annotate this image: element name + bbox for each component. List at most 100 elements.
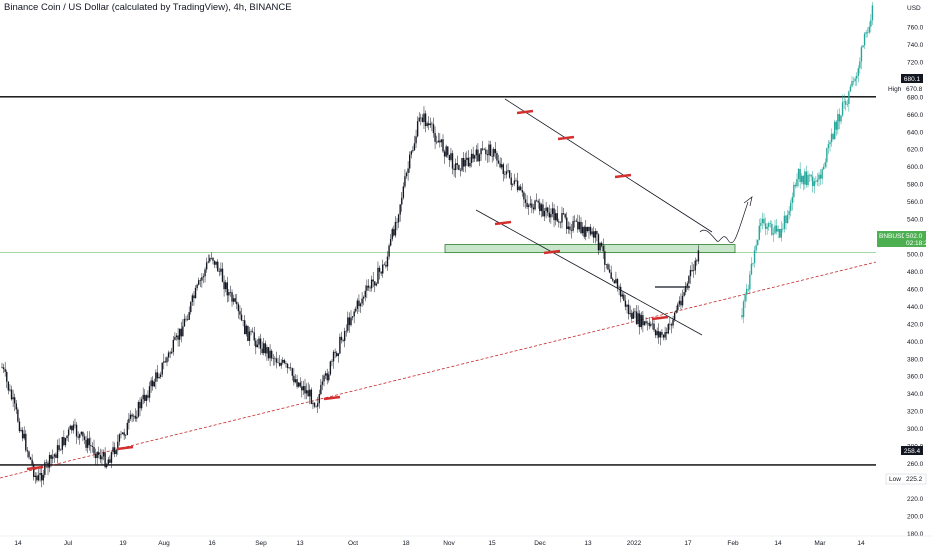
candle-body	[282, 359, 284, 363]
candle-body	[502, 164, 504, 174]
y-tick-label: 340.0	[907, 391, 924, 398]
time-axis[interactable]: 14 Jul 19 Aug 16 Sep 13 Oct 18 Nov 15 Dec 13 2022 17 Fe…	[0, 535, 932, 547]
candle-body	[493, 149, 495, 157]
candle-body	[415, 136, 417, 144]
candle-body	[597, 234, 600, 251]
candle-body	[229, 292, 232, 293]
candle-body	[741, 315, 743, 318]
candle-body	[112, 447, 114, 453]
arrow-head	[743, 196, 753, 207]
x-tick-label: 17	[684, 540, 692, 547]
candle-body	[190, 302, 192, 313]
low-value: 225.2	[906, 476, 923, 483]
y-tick-label: 460.0	[907, 286, 924, 293]
candle-body	[508, 170, 511, 178]
candle-body	[757, 239, 759, 246]
candle-body	[451, 153, 454, 169]
candle-body	[244, 320, 246, 335]
candle-body	[667, 324, 669, 334]
candle-body	[93, 447, 95, 454]
y-tick-label: 720.0	[907, 59, 924, 66]
candle-body	[69, 425, 71, 430]
candle-body	[854, 78, 856, 82]
candle-body	[391, 229, 393, 240]
candle-body	[793, 184, 795, 198]
x-tick-label: Nov	[443, 540, 455, 547]
candle-body	[337, 353, 340, 357]
candle-body	[86, 438, 89, 448]
candle-body	[255, 340, 257, 348]
candle-body	[664, 332, 666, 338]
candle-body	[542, 204, 544, 217]
candle-body	[42, 474, 44, 481]
candle-body	[804, 171, 806, 185]
candle-body	[532, 207, 535, 210]
candle-body	[270, 350, 273, 359]
candle-body	[629, 313, 631, 315]
candle-body	[812, 176, 814, 187]
candle-body	[128, 418, 130, 423]
y-tick-label: 560.0	[907, 199, 924, 206]
candle-body	[109, 459, 111, 463]
current-countdown: 02:18:23	[906, 240, 932, 247]
candle-body	[821, 169, 823, 179]
candle-body	[401, 197, 403, 205]
candle-body	[558, 221, 560, 223]
candle-body	[653, 323, 655, 331]
candle-body	[245, 325, 247, 335]
candle-body	[515, 180, 517, 182]
candle-body	[72, 424, 75, 431]
price-axis[interactable]: 180.0200.0220.0240.0260.0280.0300.0320.0…	[907, 25, 924, 538]
high-value: 670.8	[906, 86, 923, 93]
candle-body	[596, 231, 598, 235]
candle-body	[616, 279, 619, 288]
candle-body	[336, 352, 338, 357]
candle-body	[639, 313, 641, 328]
axis-currency: USD	[907, 5, 921, 12]
candle-body	[477, 149, 479, 162]
candle-body	[824, 162, 826, 167]
plot-area[interactable]	[0, 1, 877, 488]
candle-body	[396, 221, 398, 223]
y-tick-label: 440.0	[907, 304, 924, 311]
candle-body	[594, 231, 596, 238]
candle-body	[462, 157, 465, 167]
candle-body	[591, 231, 593, 235]
candle-body	[56, 445, 59, 458]
resistance-zone	[444, 244, 736, 254]
candle-body	[374, 281, 376, 286]
candle-body	[771, 223, 773, 235]
candle-body	[675, 310, 677, 313]
x-tick-label: Oct	[348, 540, 358, 547]
candle-body	[443, 151, 446, 157]
candle-body	[91, 446, 94, 448]
candle-body	[823, 166, 825, 170]
candle-body	[615, 279, 617, 284]
candle-body	[456, 163, 458, 165]
candle-body	[386, 256, 389, 267]
candle-body	[323, 375, 325, 382]
y-tick-label: 380.0	[907, 356, 924, 363]
candle-body	[497, 160, 500, 164]
candle-body	[36, 475, 38, 481]
candle-body	[599, 242, 601, 251]
candle-body	[259, 338, 262, 349]
candle-body	[389, 239, 392, 246]
candle-body	[26, 450, 29, 452]
candle-body	[37, 474, 40, 481]
candle-body	[531, 203, 533, 208]
candle-body	[504, 173, 506, 175]
candle-body	[761, 218, 764, 224]
candle-body	[231, 292, 233, 302]
candle-body	[7, 381, 10, 391]
candle-body	[340, 336, 343, 341]
pivot-marker	[651, 315, 669, 321]
candle-body	[272, 358, 274, 360]
candle-body	[863, 33, 866, 46]
candle-body	[107, 459, 109, 465]
candle-body	[140, 399, 143, 409]
candle-body	[358, 300, 360, 307]
candle-body	[207, 261, 209, 263]
candle-body	[829, 142, 831, 145]
